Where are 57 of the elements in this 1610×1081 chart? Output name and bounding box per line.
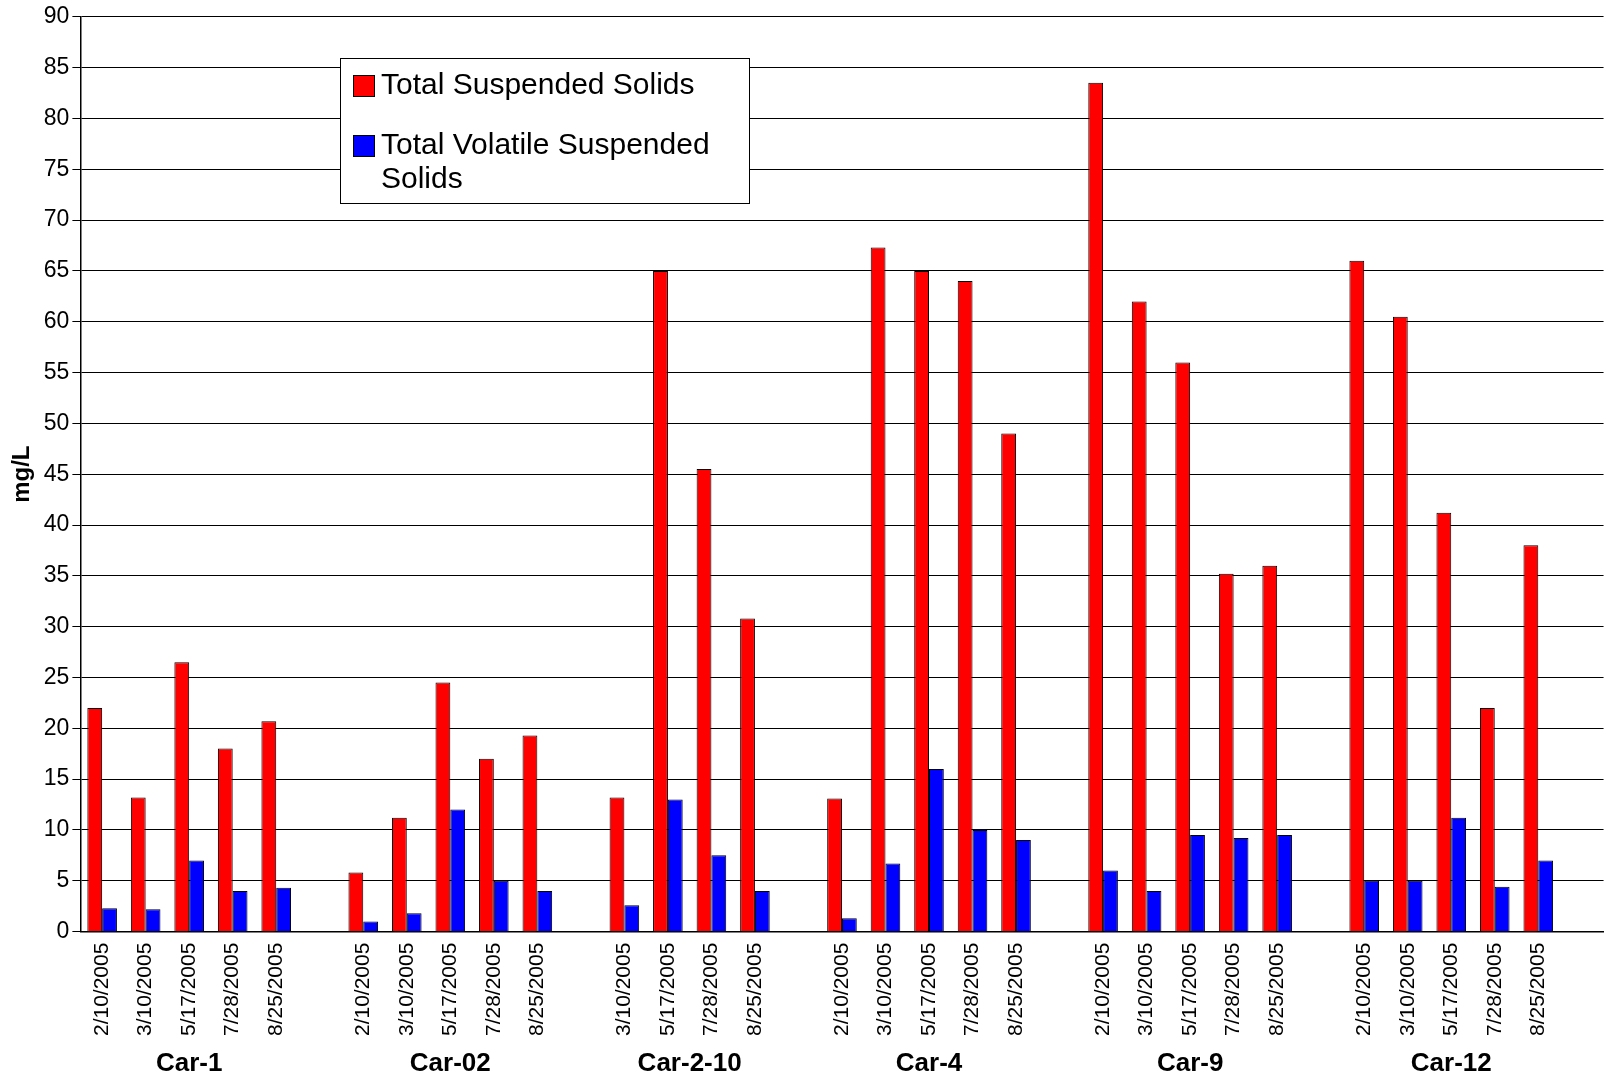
x-tick-label: 3/10/2005 [1133, 942, 1157, 1037]
legend-label: Total Suspended Solids [381, 67, 695, 101]
y-tick-label: 80 [43, 103, 70, 130]
y-tick-label: 55 [43, 357, 70, 384]
y-tick-label: 20 [43, 713, 70, 740]
y-tick-label: 35 [43, 561, 70, 588]
text: Car-9 [1156, 1047, 1224, 1078]
x-tick-label: 3/10/2005 [132, 942, 156, 1037]
x-tick-label: 3/10/2005 [393, 942, 417, 1037]
y-tick-label: 65 [43, 256, 70, 283]
y-tick-label: 15 [43, 764, 70, 791]
y-tick-label: 90 [43, 2, 70, 29]
x-tick-label: 8/25/2005 [1263, 942, 1287, 1037]
x-tick-label: 5/17/2005 [654, 942, 678, 1037]
y-tick-label: 50 [43, 408, 70, 435]
x-tick-label: 7/28/2005 [1481, 942, 1505, 1037]
y-tick-label: 60 [43, 307, 70, 334]
x-tick-label: 2/10/2005 [350, 942, 374, 1037]
y-tick-label: 10 [43, 815, 70, 842]
y-tick-label: 70 [43, 205, 70, 232]
x-tick-label: 7/28/2005 [1220, 942, 1244, 1037]
y-tick-label: 75 [43, 154, 70, 181]
x-tick-label: 5/17/2005 [175, 942, 199, 1037]
x-tick-label: 2/10/2005 [88, 942, 112, 1037]
x-tick-label: 3/10/2005 [611, 942, 635, 1037]
text: Car-02 [409, 1047, 491, 1078]
x-tick-label: 5/17/2005 [915, 942, 939, 1037]
y-tick-label: 5 [56, 866, 70, 893]
x-tick-label: 5/17/2005 [1176, 942, 1200, 1037]
x-tick-label: 3/10/2005 [1394, 942, 1418, 1037]
x-tick-label: 8/25/2005 [1002, 942, 1026, 1037]
text: Car-1 [155, 1047, 223, 1078]
x-tick-label: 8/25/2005 [1525, 942, 1549, 1037]
x-tick-label: 5/17/2005 [437, 942, 461, 1037]
x-tick-label: 2/10/2005 [1089, 942, 1113, 1037]
x-tick-label: 7/28/2005 [959, 942, 983, 1037]
text: Car-2-10 [637, 1047, 742, 1078]
legend-label: Total Volatile Suspended Solids [381, 127, 711, 195]
y-tick-label: 45 [43, 459, 70, 486]
y-tick-label: 25 [43, 662, 70, 689]
x-tick-label: 2/10/2005 [1351, 942, 1374, 1037]
x-tick-label: 8/25/2005 [741, 942, 765, 1037]
text: Car-4 [895, 1047, 963, 1078]
y-tick-label: 85 [43, 52, 70, 79]
x-tick-label: 3/10/2005 [872, 942, 896, 1037]
x-tick-label: 8/25/2005 [524, 942, 548, 1037]
x-tick-label: 7/28/2005 [219, 942, 243, 1037]
y-axis-title: mg/L [7, 445, 35, 503]
y-tick-label: 40 [43, 510, 70, 537]
x-tick-label: 7/28/2005 [480, 942, 504, 1037]
x-tick-label: 2/10/2005 [828, 942, 852, 1037]
y-tick-label: 30 [43, 611, 70, 638]
x-tick-label: 5/17/2005 [1438, 942, 1462, 1037]
text: Car-12 [1410, 1047, 1492, 1078]
x-tick-label: 8/25/2005 [263, 942, 287, 1037]
y-tick-label: 0 [56, 916, 70, 943]
x-tick-label: 7/28/2005 [698, 942, 722, 1037]
